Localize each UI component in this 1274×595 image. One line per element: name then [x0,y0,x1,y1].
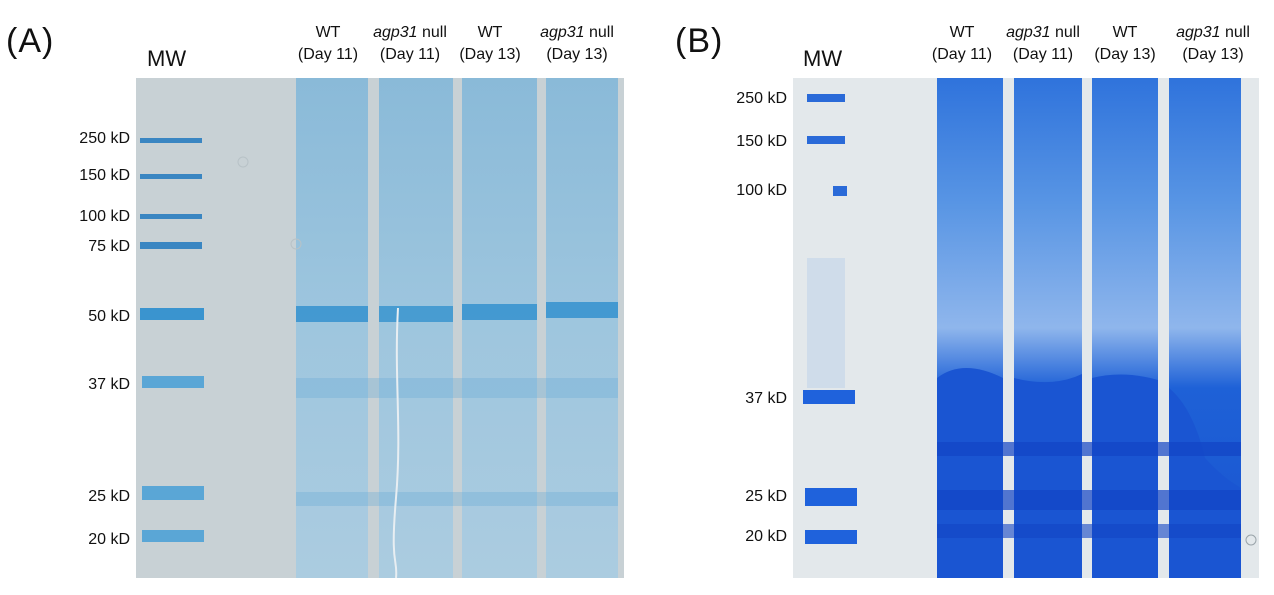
mw-header: MW [803,46,843,71]
marker-label: 20 kD [88,531,130,548]
marker-label: 37 kD [88,376,130,393]
marker-label: 20 kD [745,528,787,545]
marker-label: 25 kD [88,488,130,505]
lane-header: WT (Day 13) [1094,24,1156,63]
marker-label: 100 kD [79,208,130,225]
marker-label: 250 kD [736,90,787,107]
marker-label: 250 kD [79,130,130,147]
lane-header: agp31 null (Day 13) [540,24,614,63]
lane-header: agp31 null (Day 11) [1006,24,1080,63]
panel-b: (B) MW WT (Day 11) agp31 null (Day 11) W… [637,0,1274,595]
panel-label: (B) [675,22,724,60]
gel-image [136,78,624,578]
lane-header: WT (Day 11) [297,24,359,63]
marker-label: 37 kD [745,390,787,407]
panel-label: (A) [6,22,55,60]
lane-header: agp31 null (Day 13) [1176,24,1250,63]
marker-label: 75 kD [88,238,130,255]
lane-header: WT (Day 13) [459,24,521,63]
panel-a: (A) MW WT (Day 11) agp31 null (Day 11) W… [6,22,624,578]
gel-image [793,78,1259,578]
lane-header: agp31 null (Day 11) [373,24,447,63]
marker-label: 150 kD [736,133,787,150]
marker-label: 150 kD [79,167,130,184]
marker-label: 25 kD [745,488,787,505]
marker-label: 50 kD [88,308,130,325]
mw-header: MW [147,46,187,71]
lane-header: WT (Day 11) [931,24,993,63]
marker-label: 100 kD [736,182,787,199]
